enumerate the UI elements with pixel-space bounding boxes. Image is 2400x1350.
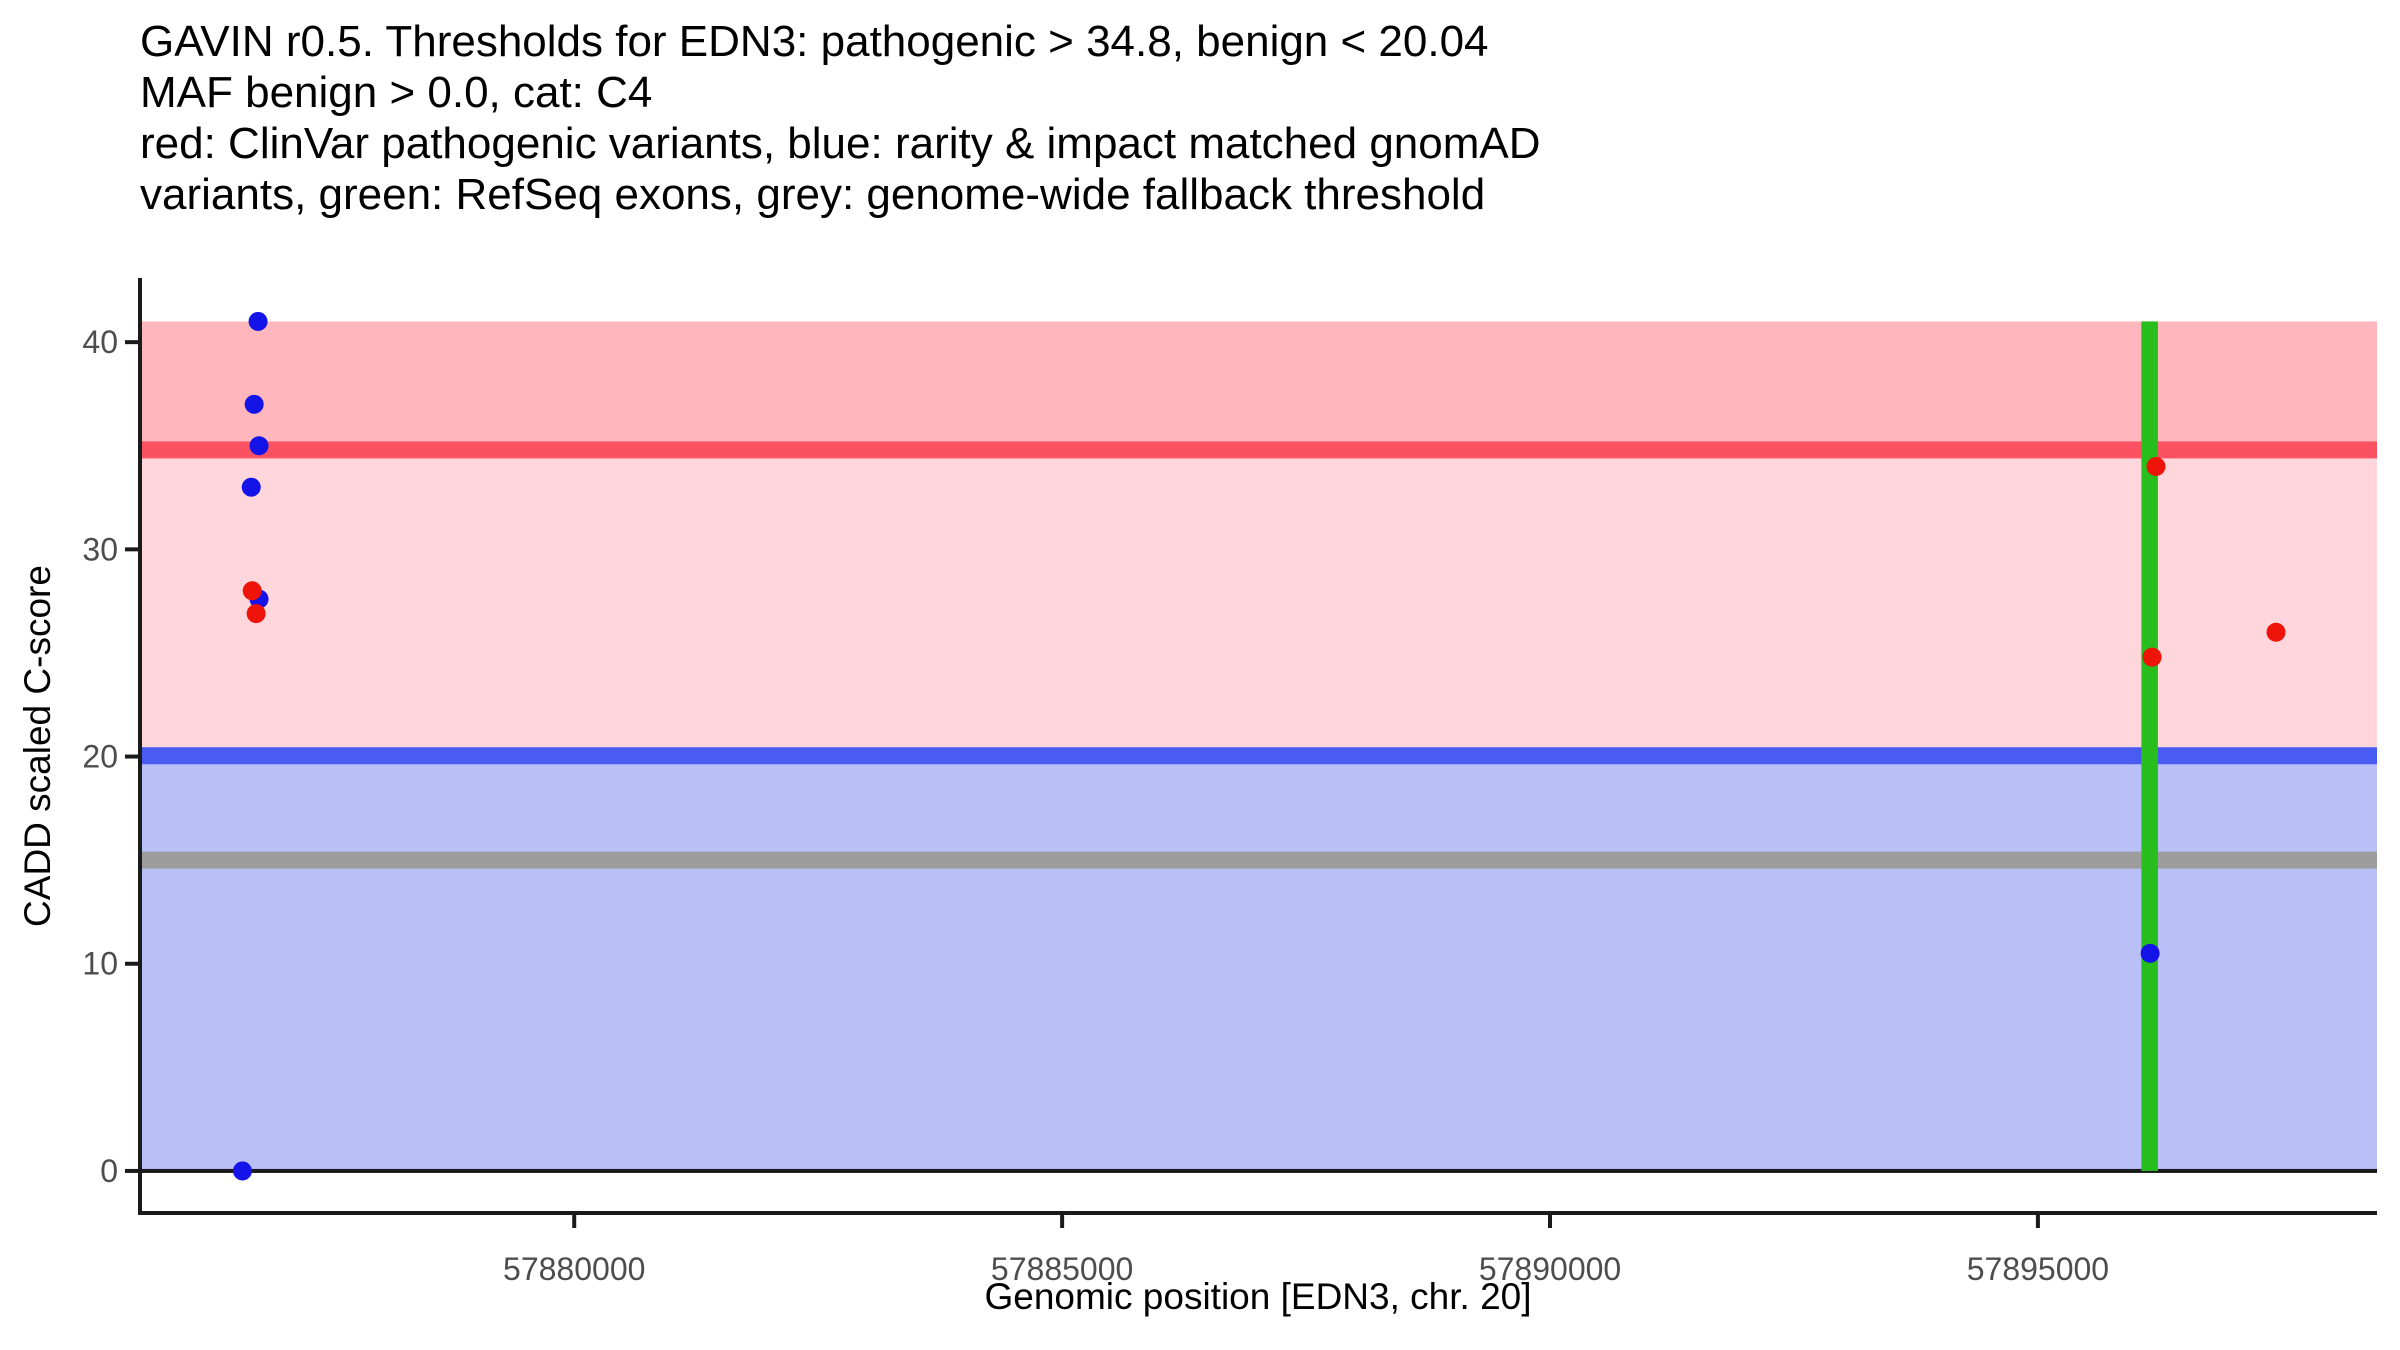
variant-point <box>246 604 266 624</box>
variant-point <box>242 581 262 601</box>
chart-title-line-2: MAF benign > 0.0, cat: C4 <box>140 68 653 117</box>
y-tick-label: 20 <box>82 739 118 775</box>
x-tick-label: 57880000 <box>503 1251 645 1287</box>
genome-wide-fallback-threshold-line <box>140 851 2377 869</box>
variant-point <box>241 477 261 497</box>
variant-point <box>2140 943 2160 963</box>
zero-baseline-line <box>140 1168 2377 1173</box>
region-pathogenic-zone <box>140 321 2377 450</box>
variant-point <box>249 436 269 456</box>
series-clinvar-pathogenic-variants <box>242 456 2286 667</box>
chart-title-line-1: GAVIN r0.5. Thresholds for EDN3: pathoge… <box>140 17 1489 66</box>
benign-threshold-line <box>140 747 2377 765</box>
pathogenic-threshold-line <box>140 441 2377 459</box>
x-axis-title: Genomic position [EDN3, chr. 20] <box>984 1276 1532 1317</box>
variant-point <box>2142 647 2162 667</box>
variant-point <box>248 311 268 331</box>
series-rarity-impact-matched-gnomad-variants <box>232 311 2160 1181</box>
chart-title: GAVIN r0.5. Thresholds for EDN3: pathoge… <box>140 16 1541 220</box>
chart-title-line-4: variants, green: RefSeq exons, grey: gen… <box>140 170 1486 219</box>
x-tick-label: 57895000 <box>1967 1251 2109 1287</box>
x-tick-label: 57885000 <box>991 1251 1133 1287</box>
region-intermediate-zone <box>140 449 2377 756</box>
y-tick-label: 30 <box>82 531 118 567</box>
region-benign-zone <box>140 755 2377 1171</box>
variant-point <box>2266 622 2286 642</box>
variant-point <box>2146 456 2166 476</box>
y-tick-label: 0 <box>100 1153 118 1189</box>
chart-title-line-3: red: ClinVar pathogenic variants, blue: … <box>140 119 1541 168</box>
refseq-exon-bar <box>2141 321 2158 1171</box>
y-tick-label: 10 <box>82 946 118 982</box>
variant-point <box>244 394 264 414</box>
x-tick-label: 57890000 <box>1479 1251 1621 1287</box>
variant-point <box>232 1161 252 1181</box>
y-tick-label: 40 <box>82 324 118 360</box>
